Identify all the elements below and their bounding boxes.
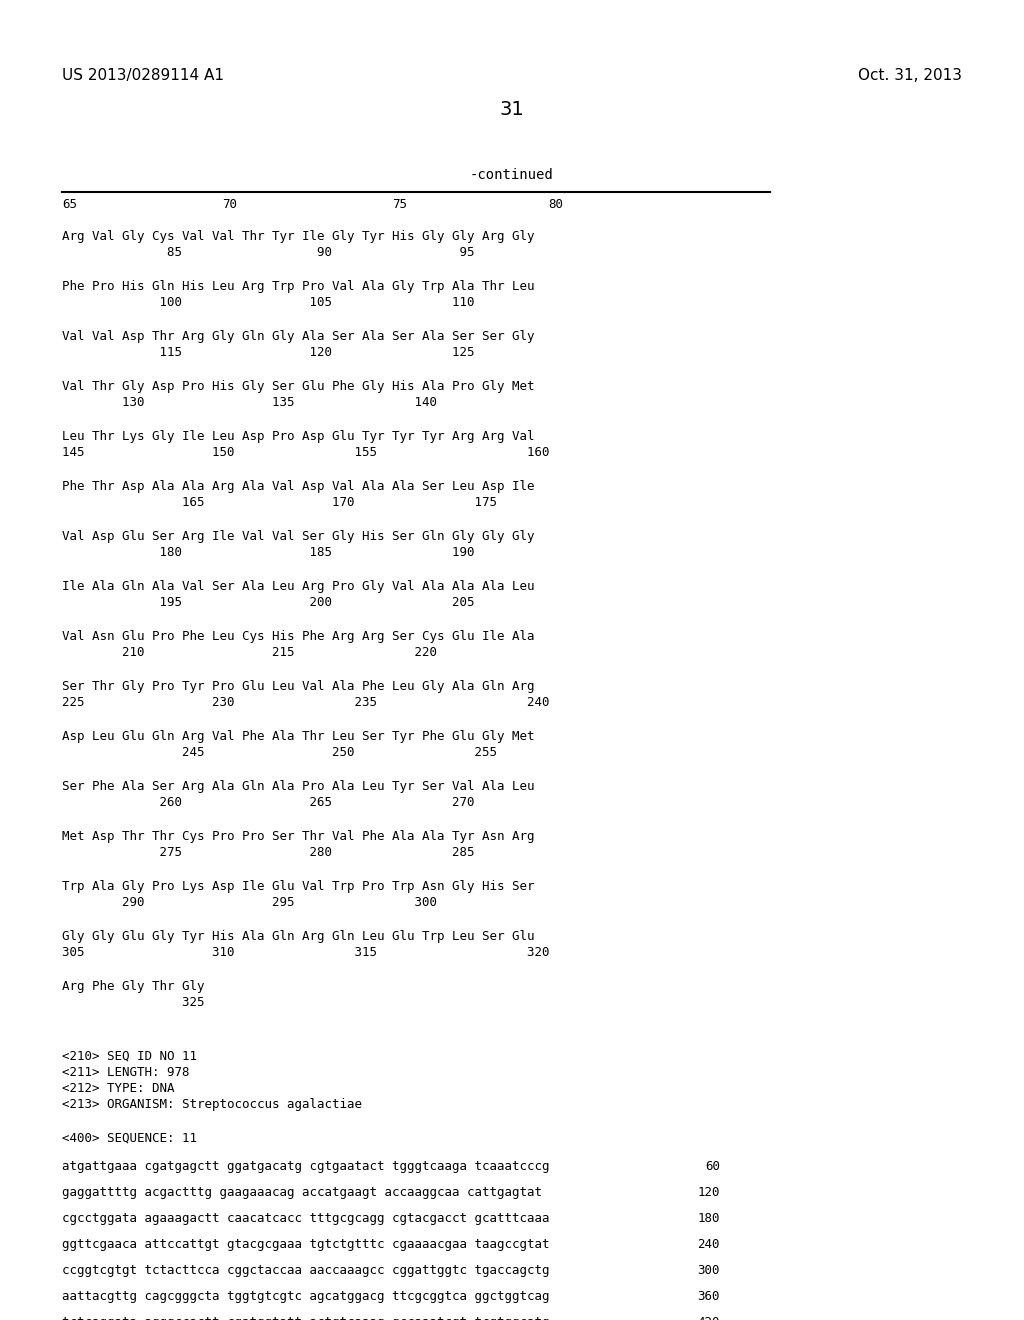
Text: <211> LENGTH: 978: <211> LENGTH: 978 bbox=[62, 1067, 189, 1078]
Text: 420: 420 bbox=[697, 1316, 720, 1320]
Text: Val Thr Gly Asp Pro His Gly Ser Glu Phe Gly His Ala Pro Gly Met: Val Thr Gly Asp Pro His Gly Ser Glu Phe … bbox=[62, 380, 535, 393]
Text: aattacgttg cagcgggcta tggtgtcgtc agcatggacg ttcgcggtca ggctggtcag: aattacgttg cagcgggcta tggtgtcgtc agcatgg… bbox=[62, 1290, 550, 1303]
Text: 210                 215                220: 210 215 220 bbox=[62, 645, 437, 659]
Text: Arg Val Gly Cys Val Val Thr Tyr Ile Gly Tyr His Gly Gly Arg Gly: Arg Val Gly Cys Val Val Thr Tyr Ile Gly … bbox=[62, 230, 535, 243]
Text: Ile Ala Gln Ala Val Ser Ala Leu Arg Pro Gly Val Ala Ala Ala Leu: Ile Ala Gln Ala Val Ser Ala Leu Arg Pro … bbox=[62, 579, 535, 593]
Text: Met Asp Thr Thr Cys Pro Pro Ser Thr Val Phe Ala Ala Tyr Asn Arg: Met Asp Thr Thr Cys Pro Pro Ser Thr Val … bbox=[62, 830, 535, 843]
Text: 195                 200                205: 195 200 205 bbox=[62, 597, 474, 609]
Text: 85                  90                 95: 85 90 95 bbox=[62, 246, 474, 259]
Text: ggttcgaaca attccattgt gtacgcgaaa tgtctgtttc cgaaaacgaa taagccgtat: ggttcgaaca attccattgt gtacgcgaaa tgtctgt… bbox=[62, 1238, 550, 1251]
Text: <213> ORGANISM: Streptococcus agalactiae: <213> ORGANISM: Streptococcus agalactiae bbox=[62, 1098, 362, 1111]
Text: 305                 310                315                    320: 305 310 315 320 bbox=[62, 946, 550, 960]
Text: Trp Ala Gly Pro Lys Asp Ile Glu Val Trp Pro Trp Asn Gly His Ser: Trp Ala Gly Pro Lys Asp Ile Glu Val Trp … bbox=[62, 880, 535, 894]
Text: 31: 31 bbox=[500, 100, 524, 119]
Text: atgattgaaa cgatgagctt ggatgacatg cgtgaatact tgggtcaaga tcaaatcccg: atgattgaaa cgatgagctt ggatgacatg cgtgaat… bbox=[62, 1160, 550, 1173]
Text: Phe Pro His Gln His Leu Arg Trp Pro Val Ala Gly Trp Ala Thr Leu: Phe Pro His Gln His Leu Arg Trp Pro Val … bbox=[62, 280, 535, 293]
Text: 70: 70 bbox=[222, 198, 237, 211]
Text: 240: 240 bbox=[697, 1238, 720, 1251]
Text: Val Val Asp Thr Arg Gly Gln Gly Ala Ser Ala Ser Ala Ser Ser Gly: Val Val Asp Thr Arg Gly Gln Gly Ala Ser … bbox=[62, 330, 535, 343]
Text: 120: 120 bbox=[697, 1185, 720, 1199]
Text: <400> SEQUENCE: 11: <400> SEQUENCE: 11 bbox=[62, 1133, 197, 1144]
Text: Val Asn Glu Pro Phe Leu Cys His Phe Arg Arg Ser Cys Glu Ile Ala: Val Asn Glu Pro Phe Leu Cys His Phe Arg … bbox=[62, 630, 535, 643]
Text: ccggtcgtgt tctacttcca cggctaccaa aaccaaagcc cggattggtc tgaccagctg: ccggtcgtgt tctacttcca cggctaccaa aaccaaa… bbox=[62, 1265, 550, 1276]
Text: cgcctggata agaaagactt caacatcacc tttgcgcagg cgtacgacct gcatttcaaa: cgcctggata agaaagactt caacatcacc tttgcgc… bbox=[62, 1212, 550, 1225]
Text: <210> SEQ ID NO 11: <210> SEQ ID NO 11 bbox=[62, 1049, 197, 1063]
Text: 275                 280                285: 275 280 285 bbox=[62, 846, 474, 859]
Text: 80: 80 bbox=[548, 198, 563, 211]
Text: 165                 170                175: 165 170 175 bbox=[62, 496, 497, 510]
Text: Val Asp Glu Ser Arg Ile Val Val Ser Gly His Ser Gln Gly Gly Gly: Val Asp Glu Ser Arg Ile Val Val Ser Gly … bbox=[62, 531, 535, 543]
Text: Arg Phe Gly Thr Gly: Arg Phe Gly Thr Gly bbox=[62, 979, 205, 993]
Text: Asp Leu Glu Gln Arg Val Phe Ala Thr Leu Ser Tyr Phe Glu Gly Met: Asp Leu Glu Gln Arg Val Phe Ala Thr Leu … bbox=[62, 730, 535, 743]
Text: Ser Phe Ala Ser Arg Ala Gln Ala Pro Ala Leu Tyr Ser Val Ala Leu: Ser Phe Ala Ser Arg Ala Gln Ala Pro Ala … bbox=[62, 780, 535, 793]
Text: 360: 360 bbox=[697, 1290, 720, 1303]
Text: 60: 60 bbox=[705, 1160, 720, 1173]
Text: 290                 295                300: 290 295 300 bbox=[62, 896, 437, 909]
Text: -continued: -continued bbox=[470, 168, 554, 182]
Text: Gly Gly Glu Gly Tyr His Ala Gln Arg Gln Leu Glu Trp Leu Ser Glu: Gly Gly Glu Gly Tyr His Ala Gln Arg Gln … bbox=[62, 931, 535, 942]
Text: 225                 230                235                    240: 225 230 235 240 bbox=[62, 696, 550, 709]
Text: 145                 150                155                    160: 145 150 155 160 bbox=[62, 446, 550, 459]
Text: <212> TYPE: DNA: <212> TYPE: DNA bbox=[62, 1082, 174, 1096]
Text: gaggattttg acgactttg gaagaaacag accatgaagt accaaggcaa cattgagtat: gaggattttg acgactttg gaagaaacag accatgaa… bbox=[62, 1185, 542, 1199]
Text: 180                 185                190: 180 185 190 bbox=[62, 546, 474, 558]
Text: 180: 180 bbox=[697, 1212, 720, 1225]
Text: Leu Thr Lys Gly Ile Leu Asp Pro Asp Glu Tyr Tyr Tyr Arg Arg Val: Leu Thr Lys Gly Ile Leu Asp Pro Asp Glu … bbox=[62, 430, 535, 444]
Text: 65: 65 bbox=[62, 198, 77, 211]
Text: Oct. 31, 2013: Oct. 31, 2013 bbox=[858, 69, 962, 83]
Text: tctcaggata agggccactt cgatggtatt actgtcaaag gccaaatcgt tcgtggcatg: tctcaggata agggccactt cgatggtatt actgtca… bbox=[62, 1316, 550, 1320]
Text: 245                 250                255: 245 250 255 bbox=[62, 746, 497, 759]
Text: 300: 300 bbox=[697, 1265, 720, 1276]
Text: Ser Thr Gly Pro Tyr Pro Glu Leu Val Ala Phe Leu Gly Ala Gln Arg: Ser Thr Gly Pro Tyr Pro Glu Leu Val Ala … bbox=[62, 680, 535, 693]
Text: US 2013/0289114 A1: US 2013/0289114 A1 bbox=[62, 69, 224, 83]
Text: Phe Thr Asp Ala Ala Arg Ala Val Asp Val Ala Ala Ser Leu Asp Ile: Phe Thr Asp Ala Ala Arg Ala Val Asp Val … bbox=[62, 480, 535, 492]
Text: 260                 265                270: 260 265 270 bbox=[62, 796, 474, 809]
Text: 130                 135                140: 130 135 140 bbox=[62, 396, 437, 409]
Text: 115                 120                125: 115 120 125 bbox=[62, 346, 474, 359]
Text: 325: 325 bbox=[62, 997, 205, 1008]
Text: 75: 75 bbox=[392, 198, 407, 211]
Text: 100                 105                110: 100 105 110 bbox=[62, 296, 474, 309]
